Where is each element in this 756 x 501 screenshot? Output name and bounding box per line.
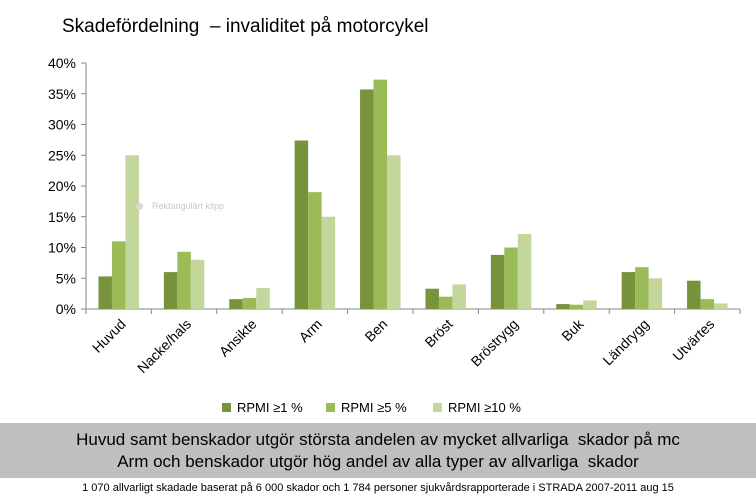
x-tick-label: Buk xyxy=(558,315,587,344)
legend-label-rpmi-10: RPMI ≥10 % xyxy=(448,400,521,415)
bar xyxy=(387,155,401,309)
bar xyxy=(177,251,191,309)
bar xyxy=(98,276,112,309)
watermark-text: Rektangulärt klipp xyxy=(152,201,225,211)
bar-chart: 0% 5% 10% 15% 20% 25% 30% 35% 40% Huvud Nacke/hals… xyxy=(48,55,741,376)
legend-item-rpmi-1: RPMI ≥1 % xyxy=(222,400,303,415)
bar xyxy=(621,272,636,309)
x-tick-label: Arm xyxy=(296,316,325,345)
bar xyxy=(229,299,243,309)
bar xyxy=(490,254,505,309)
bar xyxy=(687,280,701,309)
bar xyxy=(360,89,374,309)
bar xyxy=(373,79,388,309)
y-tick-label: 35% xyxy=(48,86,76,102)
x-tick-label: Ben xyxy=(361,316,390,345)
bar xyxy=(648,278,663,309)
legend-item-rpmi-5: RPMI ≥5 % xyxy=(326,400,407,415)
legend-swatch-rpmi-5 xyxy=(326,403,335,412)
x-tick-label: Utvärtes xyxy=(669,316,717,364)
bar xyxy=(294,140,309,309)
bar xyxy=(190,259,205,309)
chart-title: Skadefördelning – invaliditet på motorcy… xyxy=(62,16,429,37)
y-tick-label: 10% xyxy=(48,240,76,256)
y-tick-label: 5% xyxy=(56,270,76,286)
bar xyxy=(111,241,126,309)
bar xyxy=(242,297,257,309)
bar xyxy=(700,299,715,309)
y-tick-label: 20% xyxy=(48,178,76,194)
legend-label-rpmi-5: RPMI ≥5 % xyxy=(341,400,407,415)
bar xyxy=(714,303,728,309)
bar xyxy=(452,284,466,309)
bar xyxy=(425,288,439,309)
bar xyxy=(308,192,322,309)
bar xyxy=(256,288,270,309)
x-tick-label: Huvud xyxy=(89,316,129,356)
bar xyxy=(321,216,336,309)
bar xyxy=(163,272,178,309)
y-tick-label: 25% xyxy=(48,147,76,163)
bar xyxy=(125,155,139,309)
bar xyxy=(583,300,597,309)
footnote: 1 070 allvarligt skadade baserat på 6 00… xyxy=(82,482,674,494)
watermark-dot-icon xyxy=(136,202,143,210)
y-tick-label: 0% xyxy=(56,301,76,317)
chart-legend: RPMI ≥1 % RPMI ≥5 % RPMI ≥10 % xyxy=(0,400,756,420)
x-tick-label: Nacke/hals xyxy=(134,316,194,376)
x-tick-label: Ländrygg xyxy=(599,316,652,369)
snipping-watermark: Rektangulärt klipp xyxy=(136,201,224,211)
summary-banner: Huvud samt benskador utgör största andel… xyxy=(0,423,756,478)
legend-swatch-rpmi-1 xyxy=(222,403,231,412)
x-tick-label: Ansikte xyxy=(216,316,260,360)
banner-line-2: Arm och benskador utgör hög andel av all… xyxy=(117,451,639,471)
bar xyxy=(517,233,532,309)
x-tick-label: Bröst xyxy=(421,316,455,350)
banner-line-1: Huvud samt benskador utgör största andel… xyxy=(76,429,680,449)
y-tick-label: 40% xyxy=(48,55,76,71)
y-tick-label: 15% xyxy=(48,209,76,225)
x-tick-label: Bröstrygg xyxy=(468,316,522,370)
legend-item-rpmi-10: RPMI ≥10 % xyxy=(433,400,521,415)
bar xyxy=(556,304,570,309)
bar xyxy=(569,304,584,309)
y-tick-label: 30% xyxy=(48,117,76,133)
bar xyxy=(504,247,518,309)
legend-label-rpmi-1: RPMI ≥1 % xyxy=(237,400,303,415)
legend-swatch-rpmi-10 xyxy=(433,403,442,412)
bar xyxy=(438,296,453,309)
bar xyxy=(635,267,649,309)
